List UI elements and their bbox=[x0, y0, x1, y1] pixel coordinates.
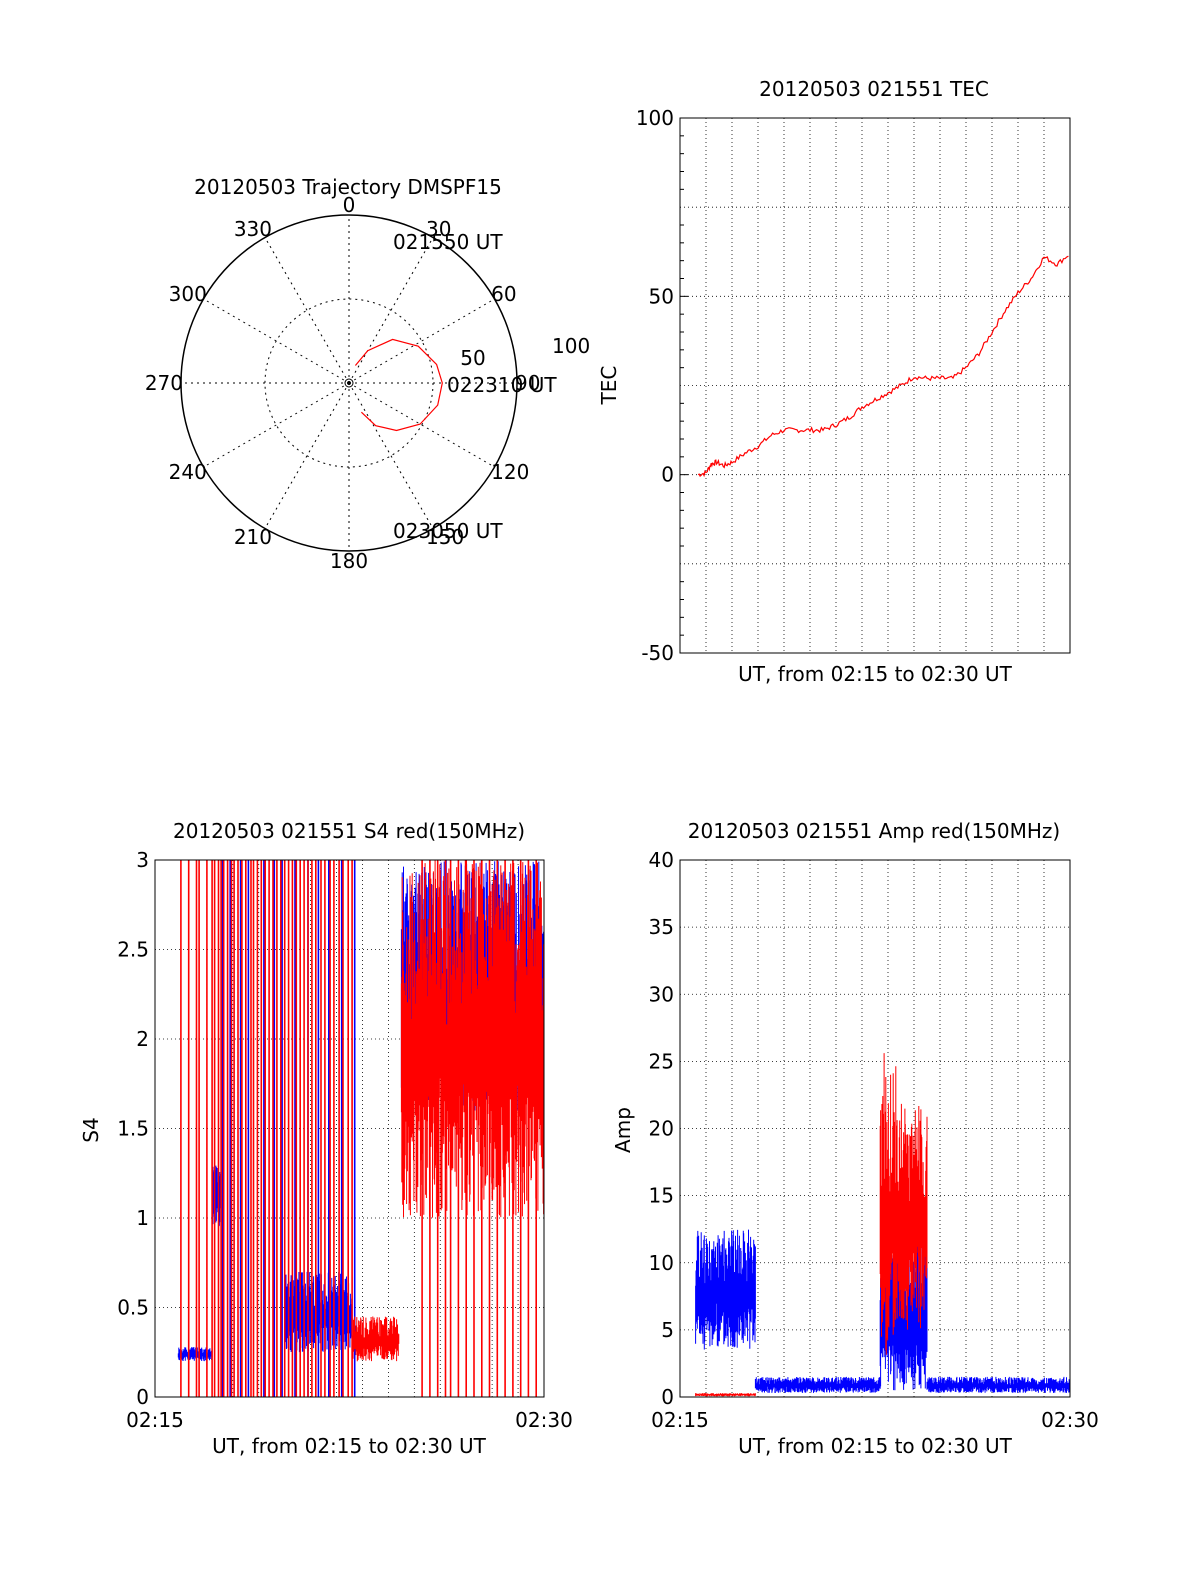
s4-y-tick-label: 1 bbox=[136, 1206, 149, 1230]
s4-plot-frame bbox=[154, 859, 545, 1398]
trajectory-mid-label: 022310 UT bbox=[447, 373, 557, 397]
s4-x-axis-label: UT, from 02:15 to 02:30 UT bbox=[212, 1434, 487, 1458]
trajectory-start-label: 021550 UT bbox=[393, 230, 503, 254]
azimuth-label: 330 bbox=[234, 217, 272, 241]
tec-y-axis-label: TEC bbox=[597, 366, 621, 406]
radial-label: 100 bbox=[552, 334, 590, 358]
azimuth-label: 300 bbox=[169, 282, 207, 306]
amp-y-tick-label: 15 bbox=[649, 1184, 674, 1208]
amp-x-ticks: 02:15 02:30 bbox=[651, 1408, 1099, 1432]
s4-y-axis-label: S4 bbox=[79, 1117, 103, 1142]
tec-line bbox=[697, 255, 1069, 478]
s4-segment bbox=[351, 1316, 400, 1362]
amp-y-tick-label: 10 bbox=[649, 1251, 674, 1275]
amp-segment bbox=[754, 1376, 881, 1393]
azimuth-label: 150 bbox=[426, 525, 464, 549]
polar-center bbox=[344, 378, 354, 388]
polar-title: 20120503 Trajectory DMSPF15 bbox=[194, 175, 502, 199]
trajectory-end-label: 023050 UT bbox=[393, 519, 503, 543]
amp-y-tick-label: 20 bbox=[649, 1117, 674, 1141]
s4-panel: 20120503 021551 S4 red(150MHz) 0 0.5 1 1.5 2… bbox=[79, 819, 573, 1458]
azimuth-label: 0 bbox=[343, 193, 356, 217]
azimuth-label: 240 bbox=[169, 460, 207, 484]
tec-y-ticks: 100 50 0 -50 bbox=[636, 106, 688, 665]
s4-y-tick-label: 2 bbox=[136, 1027, 149, 1051]
amp-x-tick-label: 02:30 bbox=[1041, 1408, 1099, 1432]
tec-y-tick-label: 100 bbox=[636, 106, 674, 130]
azimuth-label: 120 bbox=[491, 460, 529, 484]
amp-y-axis-label: Amp bbox=[611, 1107, 635, 1153]
amp-y-tick-label: 40 bbox=[649, 848, 674, 872]
amp-y-tick-label: 30 bbox=[649, 982, 674, 1006]
amp-segment bbox=[695, 1393, 756, 1397]
s4-segment bbox=[211, 1165, 222, 1227]
azimuth-label: 180 bbox=[330, 549, 368, 573]
amp-y-tick-label: 35 bbox=[649, 915, 674, 939]
trajectory-track bbox=[354, 338, 443, 432]
polar-spoke bbox=[264, 382, 350, 529]
s4-y-tick-label: 0.5 bbox=[117, 1296, 149, 1320]
tec-plot-frame bbox=[679, 117, 1071, 654]
s4-series bbox=[177, 860, 545, 1397]
amp-title: 20120503 021551 Amp red(150MHz) bbox=[688, 819, 1060, 843]
polar-spoke bbox=[348, 382, 434, 529]
amp-y-tick-label: 0 bbox=[661, 1385, 674, 1409]
s4-y-tick-label: 3 bbox=[136, 848, 149, 872]
trajectory-polar-panel: 20120503 Trajectory DMSPF15 0 30 60 90 120 15… bbox=[145, 175, 590, 573]
azimuth-label: 60 bbox=[491, 282, 516, 306]
tec-title: 20120503 021551 TEC bbox=[759, 77, 989, 101]
tec-x-axis-label: UT, from 02:15 to 02:30 UT bbox=[738, 662, 1013, 686]
tec-grid bbox=[680, 118, 1070, 653]
polar-spoke bbox=[203, 382, 350, 468]
tec-series bbox=[697, 255, 1069, 478]
amp-y-tick-label: 25 bbox=[649, 1049, 674, 1073]
polar-outer-circle bbox=[180, 214, 518, 552]
tec-panel: 20120503 021551 TEC 100 50 0 -50 UT, from 0… bbox=[597, 77, 1071, 686]
s4-title: 20120503 021551 S4 red(150MHz) bbox=[173, 819, 525, 843]
amp-y-tick-label: 5 bbox=[661, 1318, 674, 1342]
trajectory-line bbox=[354, 338, 443, 432]
amp-series bbox=[695, 1053, 1071, 1397]
amp-segment bbox=[879, 1053, 897, 1355]
amp-x-axis-label: UT, from 02:15 to 02:30 UT bbox=[738, 1434, 1013, 1458]
tec-y-tick-label: -50 bbox=[641, 641, 674, 665]
s4-x-tick-label: 02:15 bbox=[126, 1408, 184, 1432]
polar-grid: 0 30 60 90 120 150 180 210 240 270 300 330 50 100 bbox=[145, 193, 590, 573]
amp-x-tick-label: 02:15 bbox=[651, 1408, 709, 1432]
s4-y-tick-label: 0 bbox=[136, 1385, 149, 1409]
azimuth-label: 30 bbox=[426, 217, 451, 241]
azimuth-label: 270 bbox=[145, 371, 183, 395]
polar-spoke bbox=[348, 237, 434, 384]
amp-segment bbox=[895, 1103, 928, 1330]
s4-y-tick-label: 2.5 bbox=[117, 938, 149, 962]
amp-plot-frame bbox=[679, 859, 1071, 1398]
amp-panel: 20120503 021551 Amp red(150MHz) 0 5 10 15 20… bbox=[611, 819, 1099, 1458]
tec-y-tick-label: 0 bbox=[661, 463, 674, 487]
s4-y-tick-label: 1.5 bbox=[117, 1117, 149, 1141]
tec-y-tick-label: 50 bbox=[649, 284, 674, 308]
amp-y-ticks: 0 5 10 15 20 25 30 35 40 bbox=[649, 848, 674, 1409]
amp-segment bbox=[926, 1376, 1071, 1393]
s4-y-ticks: 0 0.5 1 1.5 2 2.5 3 bbox=[117, 848, 149, 1409]
amp-segment bbox=[695, 1229, 756, 1350]
s4-x-ticks: 02:15 02:30 bbox=[126, 1408, 573, 1432]
s4-x-tick-label: 02:30 bbox=[515, 1408, 573, 1432]
polar-spoke bbox=[203, 298, 350, 384]
azimuth-label: 90 bbox=[515, 371, 540, 395]
polar-spoke bbox=[264, 237, 350, 384]
radial-label: 50 bbox=[460, 346, 485, 370]
azimuth-label: 210 bbox=[234, 525, 272, 549]
polar-spoke bbox=[348, 382, 495, 468]
polar-spoke bbox=[348, 298, 495, 384]
